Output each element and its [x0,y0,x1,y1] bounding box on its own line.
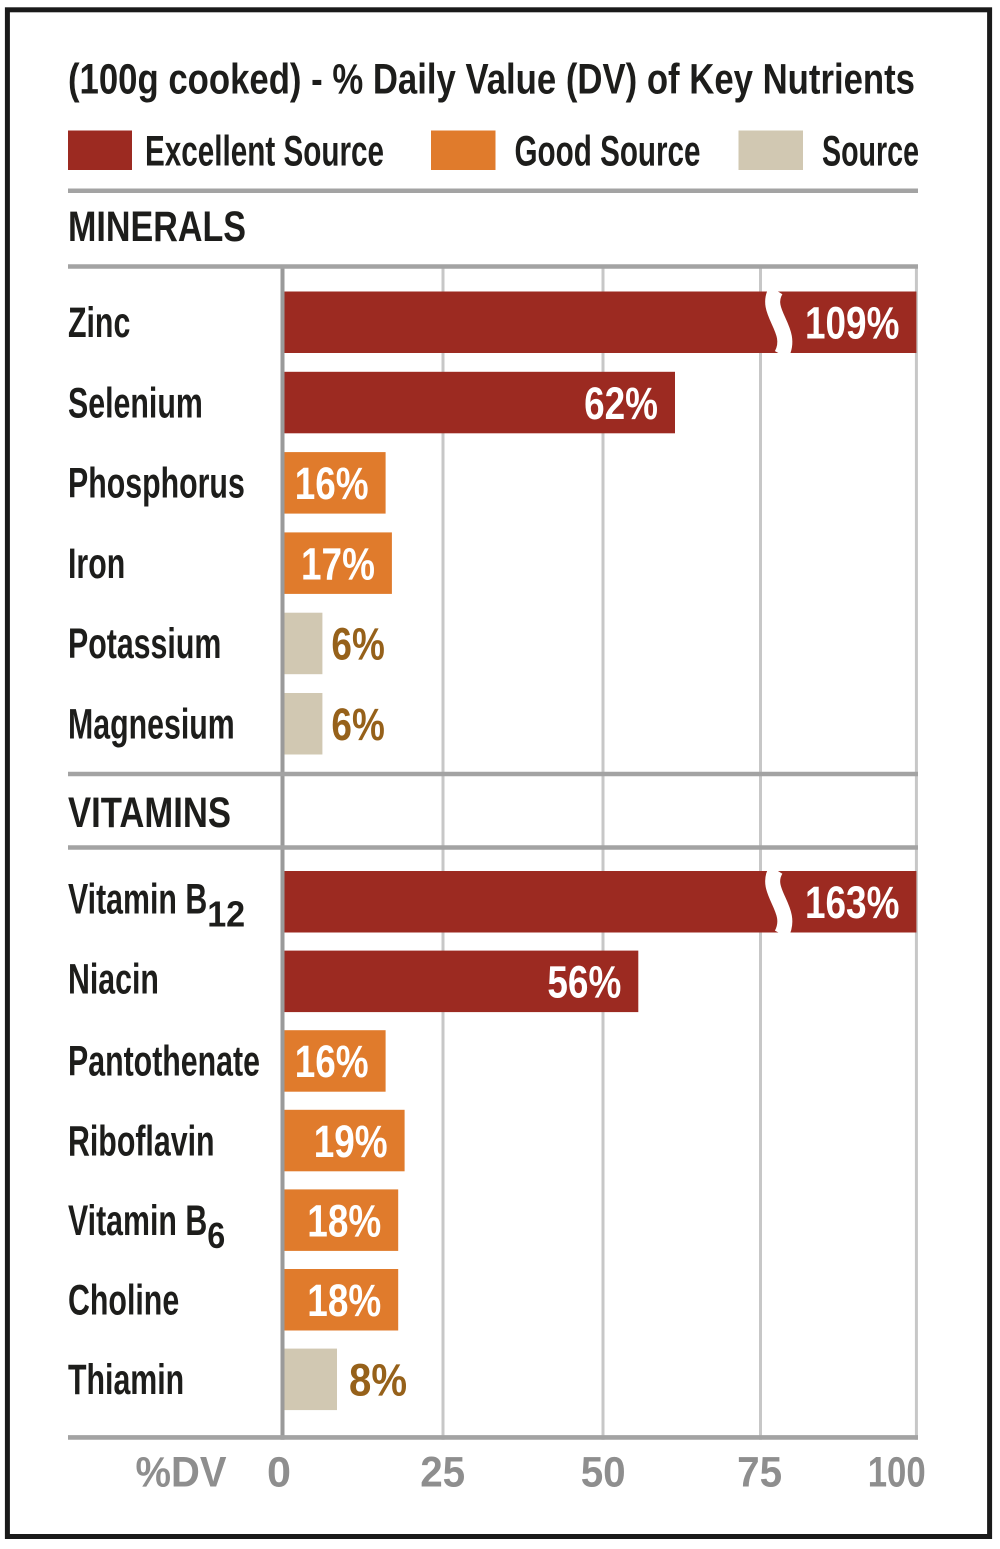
svg-text:8%: 8% [349,1355,407,1406]
svg-text:109%: 109% [805,298,899,349]
svg-text:16%: 16% [295,1036,369,1087]
svg-text:17%: 17% [301,538,375,589]
svg-text:Pantothenate: Pantothenate [68,1038,260,1086]
svg-text:Choline: Choline [68,1277,179,1325]
svg-text:%DV: %DV [136,1449,227,1497]
svg-text:Riboflavin: Riboflavin [68,1117,215,1165]
svg-text:75: 75 [737,1449,782,1497]
svg-text:VITAMINS: VITAMINS [68,789,231,837]
svg-text:Vitamin B12: Vitamin B12 [68,876,245,935]
svg-text:(100g cooked) - % Daily Value: (100g cooked) - % Daily Value (DV) of Ke… [68,56,915,104]
svg-text:Excellent Source: Excellent Source [145,128,384,176]
svg-text:Selenium: Selenium [68,379,203,427]
svg-text:100: 100 [868,1449,926,1497]
svg-text:MINERALS: MINERALS [68,203,246,251]
svg-text:Source: Source [822,128,919,176]
svg-text:Potassium: Potassium [68,620,221,668]
svg-text:62%: 62% [584,378,658,429]
svg-text:6%: 6% [331,619,384,670]
svg-text:Magnesium: Magnesium [68,701,235,749]
svg-text:56%: 56% [547,957,621,1008]
svg-text:25: 25 [420,1449,465,1497]
svg-text:Vitamin B6: Vitamin B6 [68,1197,225,1256]
svg-text:163%: 163% [805,877,899,928]
svg-text:16%: 16% [295,458,369,509]
svg-text:Iron: Iron [68,540,125,588]
svg-text:Phosphorus: Phosphorus [68,460,245,508]
svg-text:18%: 18% [307,1275,381,1326]
svg-text:6%: 6% [331,699,384,750]
svg-text:0: 0 [267,1449,291,1497]
svg-text:Good Source: Good Source [515,128,701,176]
svg-text:Zinc: Zinc [68,299,130,347]
svg-text:18%: 18% [307,1195,381,1246]
svg-text:Thiamin: Thiamin [68,1356,184,1404]
svg-text:Niacin: Niacin [68,956,159,1004]
svg-text:19%: 19% [314,1116,388,1167]
svg-text:50: 50 [581,1449,626,1497]
